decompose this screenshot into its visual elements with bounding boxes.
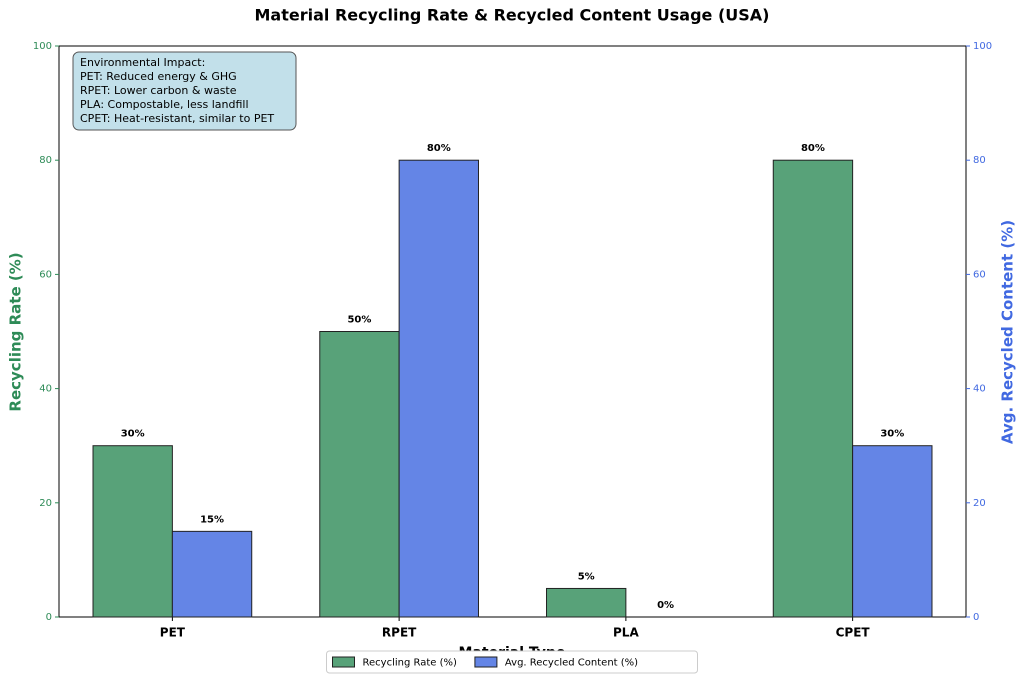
legend-item: Avg. Recycled Content (%) (474, 656, 638, 669)
x-tick-label: RPET (382, 626, 417, 640)
legend-item: Recycling Rate (%) (332, 656, 457, 669)
value-label: 5% (578, 571, 595, 582)
legend-box (326, 650, 698, 674)
annotation-box (72, 51, 297, 131)
y-tick-label: 0 (46, 612, 52, 623)
value-label: 0% (657, 600, 674, 611)
legend-swatch (474, 656, 498, 668)
bar (772, 159, 854, 618)
plot-frame (58, 45, 967, 618)
y2-tick-label: 0 (973, 612, 979, 623)
value-label: 15% (200, 514, 224, 525)
bar (319, 331, 400, 618)
annotation-line: RPET: Lower carbon & waste (80, 84, 237, 97)
legend-swatch (332, 656, 355, 668)
y-tick-label: 60 (39, 269, 52, 280)
bar (171, 530, 253, 618)
value-label: 30% (121, 429, 145, 440)
annotation-line: PET: Reduced energy & GHG (80, 70, 237, 83)
y2-tick-label: 20 (973, 498, 986, 509)
legend-label: Recycling Rate (%) (363, 658, 457, 669)
y2-axis-label: Avg. Recycled Content (%) (999, 220, 1017, 444)
annotation-line: PLA: Compostable, less landfill (80, 98, 249, 111)
y-axis-label: Recycling Rate (%) (7, 252, 25, 411)
y-tick-label: 80 (39, 155, 52, 166)
bar (92, 445, 173, 618)
x-tick-label: PET (160, 626, 186, 640)
chart-title: Material Recycling Rate & Recycled Conte… (255, 6, 770, 25)
y2-tick-label: 60 (973, 269, 986, 280)
bar (398, 159, 479, 618)
y-tick-label: 100 (33, 41, 52, 52)
legend-label: Avg. Recycled Content (%) (505, 658, 638, 669)
y-tick-label: 20 (39, 498, 52, 509)
y2-tick-label: 80 (973, 155, 986, 166)
annotation-line: Environmental Impact: (80, 56, 205, 69)
bar (546, 587, 627, 618)
value-label: 80% (801, 143, 825, 154)
y-tick-label: 40 (39, 384, 52, 395)
bar (852, 445, 933, 618)
annotation-line: CPET: Heat-resistant, similar to PET (80, 112, 274, 125)
value-label: 50% (347, 315, 371, 326)
value-label: 30% (880, 429, 904, 440)
value-label: 80% (427, 143, 451, 154)
x-tick-label: CPET (836, 626, 871, 640)
y2-tick-label: 100 (973, 41, 992, 52)
x-tick-label: PLA (613, 626, 639, 640)
y2-tick-label: 40 (973, 384, 986, 395)
